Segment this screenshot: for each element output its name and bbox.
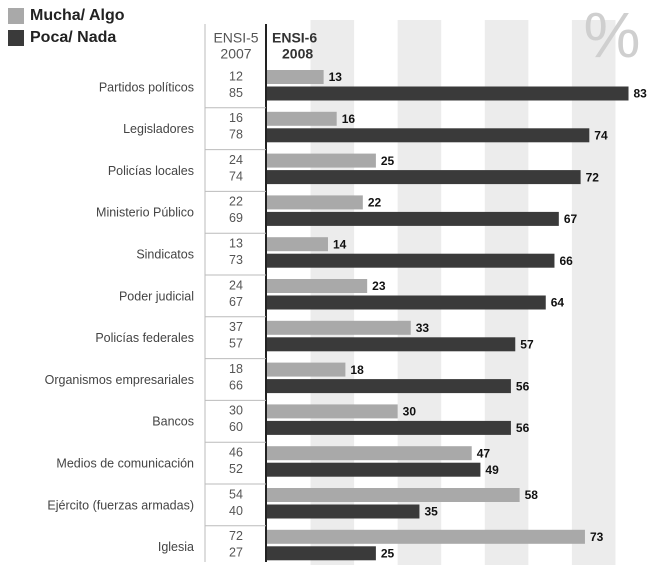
- legend-swatch: [8, 8, 24, 24]
- category-label: Iglesia: [158, 540, 194, 554]
- data-label: 14: [333, 237, 347, 251]
- category-label: Policías federales: [95, 331, 194, 345]
- data-label: 22: [368, 196, 382, 210]
- legend-label: Poca/ Nada: [30, 29, 116, 46]
- data-label: 56: [516, 379, 530, 393]
- table-value: 73: [229, 253, 243, 267]
- category-label: Poder judicial: [119, 289, 194, 303]
- table-value: 69: [229, 211, 243, 225]
- table-value: 66: [229, 378, 243, 392]
- table-value: 24: [229, 278, 243, 292]
- column-header: ENSI-5: [213, 30, 258, 46]
- bar: [267, 420, 511, 435]
- data-label: 33: [416, 321, 430, 335]
- category-label: Sindicatos: [136, 247, 194, 261]
- table-value: 74: [229, 169, 243, 183]
- data-label: 67: [564, 212, 578, 226]
- table-value: 46: [229, 445, 243, 459]
- table-value: 72: [229, 529, 243, 543]
- table-value: 40: [229, 504, 243, 518]
- table-value: 57: [229, 337, 243, 351]
- bar: [267, 546, 376, 561]
- bar: [267, 195, 363, 210]
- data-label: 30: [403, 405, 417, 419]
- category-label: Ejército (fuerzas armadas): [47, 498, 194, 512]
- category-label: Ministerio Público: [96, 206, 194, 220]
- data-label: 64: [551, 296, 565, 310]
- bar: [267, 379, 511, 394]
- category-label: Partidos políticos: [99, 80, 194, 94]
- category-label: Medios de comunicación: [56, 456, 194, 470]
- column-header: 2008: [282, 46, 313, 62]
- bar: [267, 211, 559, 226]
- category-label: Organismos empresariales: [45, 373, 194, 387]
- data-label: 72: [586, 170, 600, 184]
- bar: [267, 404, 398, 419]
- table-value: 60: [229, 420, 243, 434]
- data-label: 66: [559, 254, 573, 268]
- stripe: [571, 20, 616, 565]
- bar: [267, 253, 555, 268]
- table-value: 85: [229, 86, 243, 100]
- data-label: 47: [477, 446, 491, 460]
- table-value: 18: [229, 362, 243, 376]
- bar: [267, 462, 481, 477]
- data-label: 57: [520, 337, 534, 351]
- table-value: 30: [229, 404, 243, 418]
- data-label: 25: [381, 154, 395, 168]
- table-value: 27: [229, 546, 243, 560]
- bar: [267, 295, 546, 310]
- table-value: 16: [229, 111, 243, 125]
- table-value: 78: [229, 128, 243, 142]
- data-label: 49: [485, 463, 499, 477]
- data-label: 16: [342, 112, 356, 126]
- table-value: 67: [229, 295, 243, 309]
- table-value: 12: [229, 69, 243, 83]
- percent-symbol: %: [584, 0, 641, 71]
- bar: [267, 488, 520, 502]
- bar: [267, 279, 368, 293]
- column-header: ENSI-6: [272, 30, 317, 46]
- bar: [267, 153, 376, 168]
- data-label: 73: [590, 530, 604, 544]
- bar: [267, 320, 411, 335]
- data-label: 83: [634, 87, 648, 101]
- table-value: 24: [229, 153, 243, 167]
- data-label: 25: [381, 546, 395, 560]
- table-value: 52: [229, 462, 243, 476]
- table-value: 37: [229, 320, 243, 334]
- bar: [267, 128, 590, 143]
- bar: [267, 111, 337, 126]
- data-label: 18: [350, 363, 364, 377]
- legend-swatch: [8, 30, 24, 46]
- column-header: 2007: [220, 46, 251, 62]
- bar: [267, 529, 585, 544]
- table-value: 54: [229, 487, 243, 501]
- legend-label: Mucha/ Algo: [30, 7, 125, 24]
- bar: [267, 86, 629, 101]
- data-label: 13: [329, 70, 343, 84]
- table-value: 22: [229, 195, 243, 209]
- bar: [267, 70, 324, 84]
- bar: [267, 446, 472, 461]
- category-label: Bancos: [152, 415, 194, 429]
- bar: [267, 337, 516, 352]
- data-label: 35: [424, 505, 438, 519]
- data-label: 56: [516, 421, 530, 435]
- category-label: Legisladores: [123, 122, 194, 136]
- data-label: 58: [525, 488, 539, 502]
- bar: [267, 362, 346, 377]
- stripe: [397, 20, 442, 565]
- category-label: Policías locales: [108, 164, 194, 178]
- bar: [267, 237, 328, 252]
- stripe: [484, 20, 529, 565]
- data-label: 23: [372, 279, 386, 293]
- table-value: 13: [229, 236, 243, 250]
- bar: [267, 170, 581, 185]
- data-label: 74: [594, 128, 608, 142]
- bar: [267, 504, 420, 519]
